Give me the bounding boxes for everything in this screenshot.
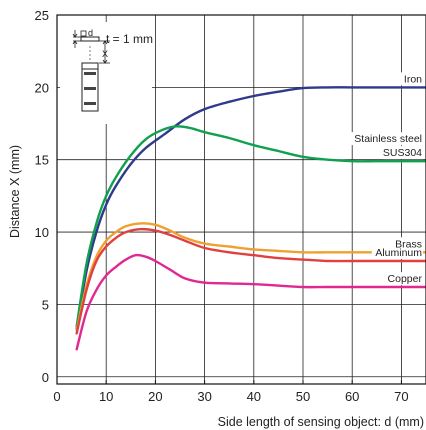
series-label-bg-aluminum-0 <box>371 246 423 259</box>
series-label-bg-stainless-steel-sus304-0 <box>330 132 423 146</box>
x-label: X <box>102 49 108 59</box>
grid <box>57 15 426 384</box>
series-label-bg-iron-0 <box>395 72 423 86</box>
y-tick-label-5: 5 <box>42 297 49 312</box>
x-tick-label-60: 60 <box>345 389 359 404</box>
x-tick-label-40: 40 <box>247 389 261 404</box>
x-tick-label-70: 70 <box>394 389 408 404</box>
sensor-inset-diagram: d t = 1 mm X <box>60 22 153 124</box>
square-symbol-icon <box>80 30 87 37</box>
x-axis-title: Side length of sensing object: d (mm) <box>218 415 424 429</box>
series-label-iron: Iron <box>404 73 422 85</box>
d-label: d <box>88 28 93 38</box>
x-arrowhead-top <box>102 40 108 45</box>
sensor-head <box>81 62 99 70</box>
series-line-copper <box>75 253 426 351</box>
series-label-aluminum: Aluminum <box>375 247 422 259</box>
series-line-brass <box>75 222 426 332</box>
x-arrowhead-bottom <box>102 59 108 64</box>
x-tick-label-20: 20 <box>148 389 162 404</box>
series-line-stainless-steel-sus304 <box>75 125 426 328</box>
y-tick-label-25: 25 <box>35 8 49 23</box>
x-tick-label-0: 0 <box>53 389 60 404</box>
target-plate-icon <box>80 36 100 42</box>
y-tick-label-10: 10 <box>35 225 49 240</box>
x-tick-label-30: 30 <box>197 389 211 404</box>
series-label-copper: Copper <box>388 273 423 285</box>
series-label-bg-stainless-steel-sus304-1 <box>383 146 423 160</box>
x-tick-label-10: 10 <box>99 389 113 404</box>
thickness-label: t = 1 mm <box>106 32 153 46</box>
y-tick-label-20: 20 <box>35 80 49 95</box>
series-line-iron <box>75 86 426 331</box>
series-lines <box>75 86 426 351</box>
series-label-stainless-steel-sus304-0: Stainless steel <box>354 133 422 145</box>
series-label-bg-copper-0 <box>383 272 423 286</box>
y-tick-label-15: 15 <box>35 153 49 168</box>
series-label-stainless-steel-sus304-1: SUS304 <box>383 147 422 159</box>
sensor-nut-bottom <box>84 102 96 105</box>
series-label-brass: Brass <box>395 238 422 250</box>
y-axis-title: Distance X (mm) <box>8 145 22 238</box>
series-line-aluminum <box>75 227 426 335</box>
sensor-mount-plate <box>84 87 96 90</box>
plot-frame <box>56 14 426 385</box>
x-tick-label-50: 50 <box>296 389 310 404</box>
y-tick-label-0: 0 <box>42 370 49 385</box>
inset-background <box>60 22 152 124</box>
thickness-arrowhead-bottom <box>72 40 78 45</box>
thickness-arrowhead-top <box>72 33 78 38</box>
series-label-backgrounds <box>330 72 423 286</box>
sensor-nut-top <box>84 72 96 75</box>
